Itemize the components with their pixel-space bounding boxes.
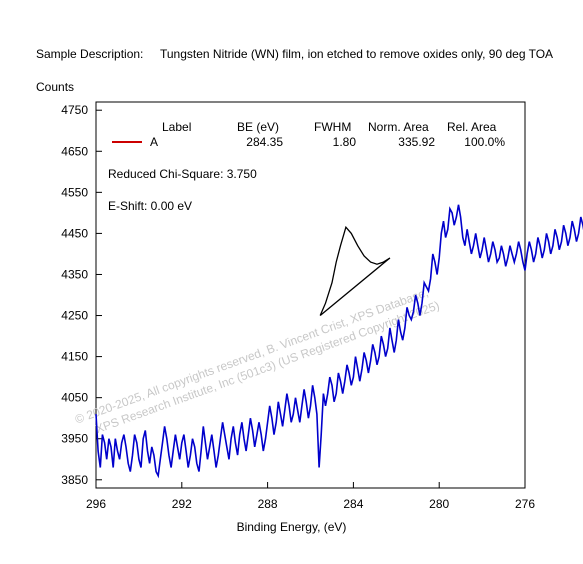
plot-frame (95, 101, 526, 489)
y-tick-label: 4050 (61, 391, 88, 405)
legend-row-fwhm: 1.80 (333, 135, 357, 149)
sample-description-label: Sample Description: (36, 47, 144, 61)
y-tick-label: 4150 (61, 350, 88, 364)
series-layer (95, 204, 583, 479)
x-axis: 296 292 288 284 280 276 (86, 482, 535, 511)
x-tick-label: 296 (86, 497, 106, 511)
series-data-line (95, 204, 583, 479)
y-tick-label: 4550 (61, 185, 88, 199)
x-tick-label: 292 (172, 497, 192, 511)
legend-header-rel-area: Rel. Area (447, 120, 497, 134)
series-fit-line (319, 225, 391, 316)
legend-row-norm-area: 335.92 (398, 135, 435, 149)
series-background-line (319, 257, 391, 317)
legend-header-be: BE (eV) (237, 120, 279, 134)
y-axis: 3850 3950 4050 4150 4250 4350 4450 4550 4650 4750 (61, 103, 102, 487)
legend-header-label: Label (162, 120, 191, 134)
sample-description-text: Tungsten Nitride (WN) film, ion etched t… (160, 47, 554, 61)
chi-square-annotation: Reduced Chi-Square: 3.750 (108, 167, 257, 181)
legend-header-norm-area: Norm. Area (368, 120, 429, 134)
legend-row-rel-area: 100.0% (464, 135, 505, 149)
legend: Label BE (eV) FWHM Norm. Area Rel. Area … (112, 120, 505, 149)
y-tick-label: 3950 (61, 432, 88, 446)
y-tick-label: 4350 (61, 267, 88, 281)
y-tick-label: 4450 (61, 226, 88, 240)
watermark-line-1: © 2020-2025, All copyrights reserved, B.… (73, 285, 430, 426)
x-tick-label: 288 (258, 497, 278, 511)
y-tick-label: 4650 (61, 144, 88, 158)
x-tick-label: 284 (343, 497, 363, 511)
legend-row-label: A (150, 135, 158, 149)
watermark-line-2: XPS Research Institute, Inc (501c3) (US … (94, 298, 442, 436)
x-tick-label: 276 (515, 497, 535, 511)
x-tick-label: 280 (429, 497, 449, 511)
y-tick-label: 4750 (61, 103, 88, 117)
y-axis-title: Counts (36, 80, 75, 94)
legend-row-be: 284.35 (246, 135, 283, 149)
watermark: © 2020-2025, All copyrights reserved, B.… (73, 285, 442, 436)
y-tick-label: 4250 (61, 309, 88, 323)
y-tick-label: 3850 (61, 473, 88, 487)
e-shift-annotation: E-Shift: 0.00 eV (108, 199, 192, 213)
x-axis-title: Binding Energy, (eV) (236, 520, 347, 534)
legend-header-fwhm: FWHM (314, 120, 351, 134)
